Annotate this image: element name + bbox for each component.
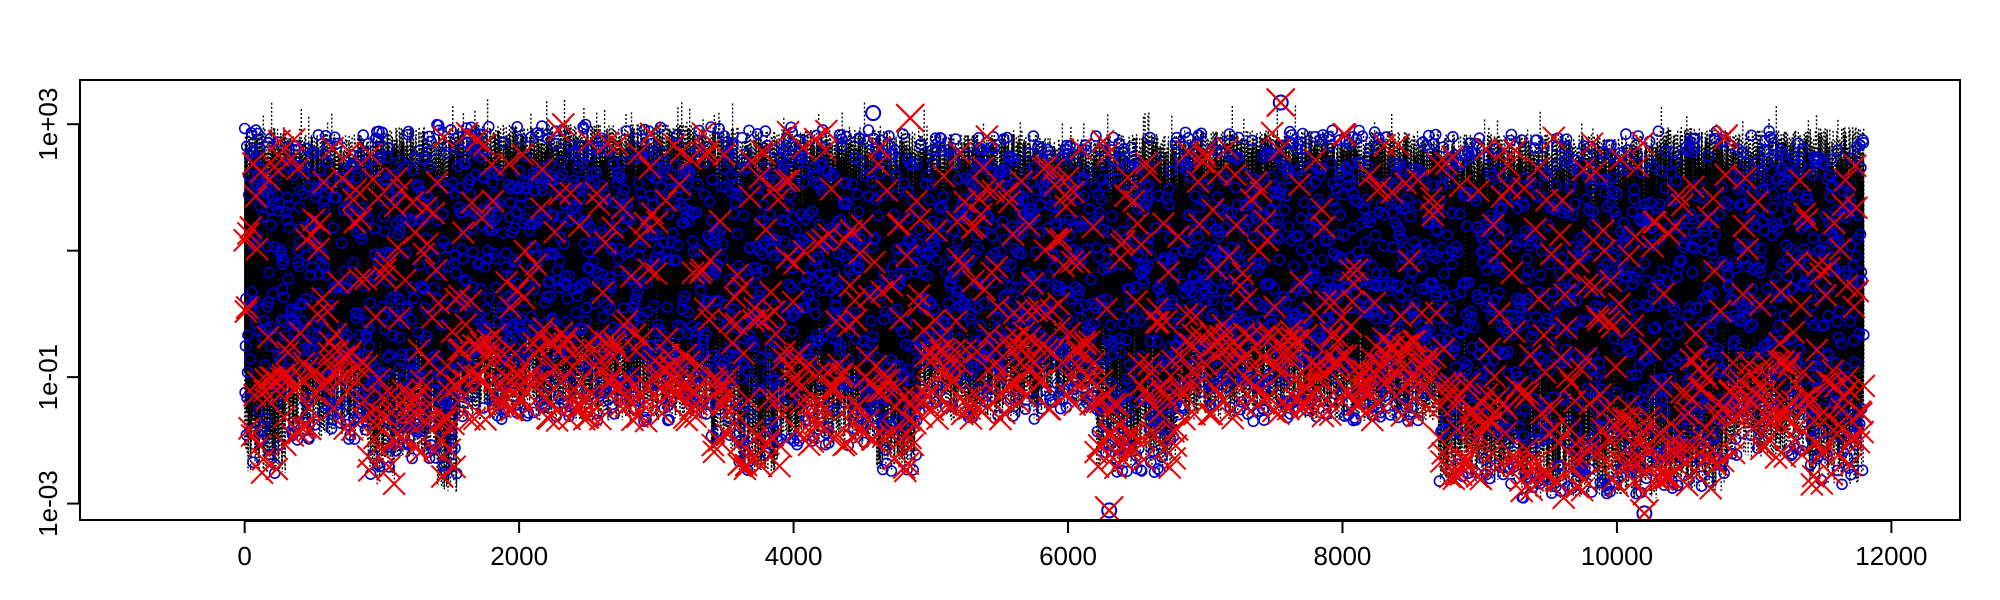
x-tick-label-1: 2000 bbox=[490, 541, 548, 571]
highlight-circle-3 bbox=[1101, 502, 1118, 519]
highlight-circle-0 bbox=[1272, 94, 1289, 111]
highlight-circle-4 bbox=[1636, 505, 1653, 520]
highlight-circle-2 bbox=[865, 105, 882, 122]
highlight-cross-1 bbox=[895, 103, 925, 133]
highlight-cross-0 bbox=[1265, 87, 1296, 118]
x-tick-label-2: 4000 bbox=[765, 541, 823, 571]
y-tick-label-2: 1e+03 bbox=[33, 88, 63, 161]
y-axis: 1e-03 1e-01 1e+03 bbox=[33, 88, 80, 537]
x-axis: 0 2000 4000 6000 8000 10000 12000 bbox=[237, 520, 1928, 571]
y-tick-label-1: 1e-01 bbox=[33, 344, 63, 411]
highlight-markers bbox=[865, 87, 1660, 520]
data-marks bbox=[232, 87, 1876, 520]
plot-area bbox=[232, 87, 1876, 520]
x-tick-label-0: 0 bbox=[237, 541, 251, 571]
x-tick-label-5: 10000 bbox=[1581, 541, 1653, 571]
highlight-cross-4 bbox=[1629, 498, 1660, 520]
x-tick-label-6: 12000 bbox=[1855, 541, 1927, 571]
cross-markers bbox=[232, 112, 1876, 510]
x-tick-label-4: 8000 bbox=[1314, 541, 1372, 571]
y-tick-label-0: 1e-03 bbox=[33, 470, 63, 537]
x-tick-label-3: 6000 bbox=[1039, 541, 1097, 571]
